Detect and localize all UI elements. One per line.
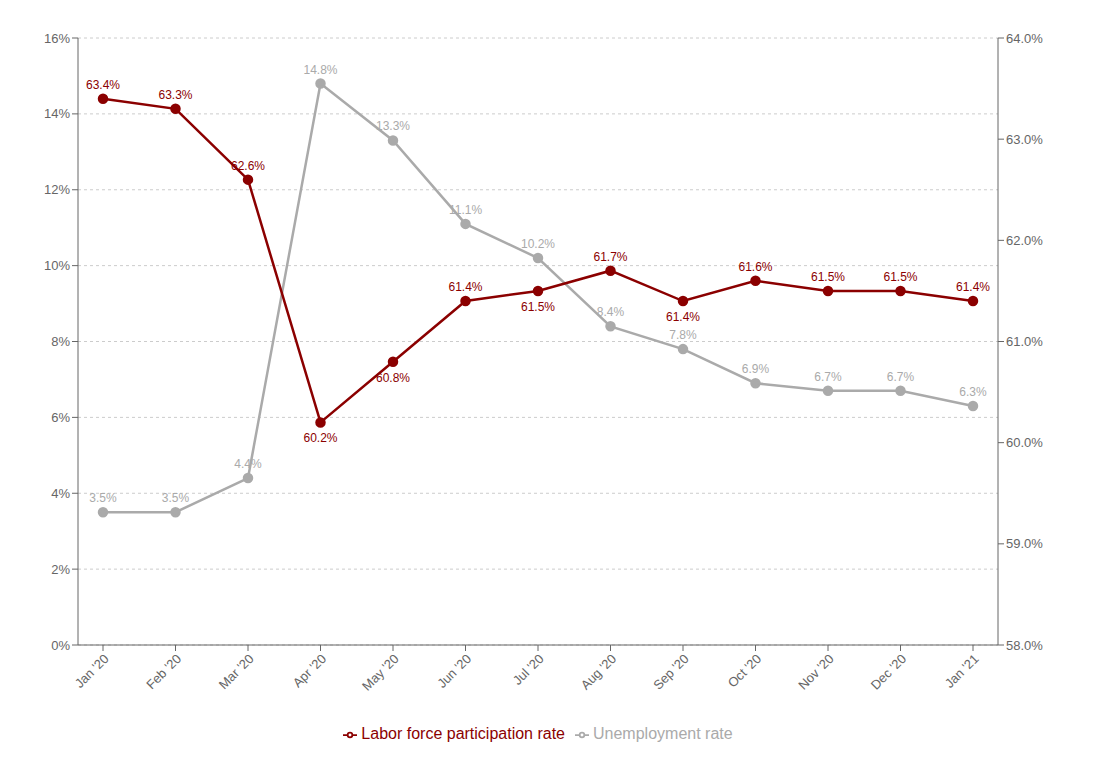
svg-text:60.8%: 60.8% — [376, 371, 410, 385]
svg-text:3.5%: 3.5% — [89, 491, 117, 505]
svg-text:61.7%: 61.7% — [593, 250, 627, 264]
svg-text:2%: 2% — [51, 562, 70, 577]
svg-text:10%: 10% — [44, 258, 70, 273]
svg-text:60.0%: 60.0% — [1006, 435, 1043, 450]
svg-text:58.0%: 58.0% — [1006, 638, 1043, 653]
svg-text:6.7%: 6.7% — [814, 370, 842, 384]
svg-text:14%: 14% — [44, 106, 70, 121]
svg-text:63.4%: 63.4% — [86, 78, 120, 92]
svg-text:Apr '20: Apr '20 — [290, 651, 329, 690]
svg-text:11.1%: 11.1% — [449, 203, 482, 217]
svg-text:4.4%: 4.4% — [234, 457, 262, 471]
svg-text:62.6%: 62.6% — [231, 159, 265, 173]
svg-text:61.5%: 61.5% — [883, 270, 917, 284]
svg-text:Jul '20: Jul '20 — [510, 651, 547, 688]
svg-text:14.8%: 14.8% — [303, 63, 337, 77]
svg-text:May '20: May '20 — [359, 651, 402, 694]
svg-text:Sep '20: Sep '20 — [650, 651, 691, 692]
svg-text:63.0%: 63.0% — [1006, 132, 1043, 147]
svg-text:61.5%: 61.5% — [521, 300, 555, 314]
svg-text:62.0%: 62.0% — [1006, 233, 1043, 248]
svg-text:6.3%: 6.3% — [959, 385, 987, 399]
svg-text:Jan '21: Jan '21 — [942, 651, 982, 691]
svg-text:Dec '20: Dec '20 — [868, 651, 909, 692]
svg-text:12%: 12% — [44, 182, 70, 197]
svg-text:10.2%: 10.2% — [521, 237, 555, 251]
svg-text:61.4%: 61.4% — [956, 280, 990, 294]
svg-text:6.7%: 6.7% — [887, 370, 915, 384]
svg-text:3.5%: 3.5% — [162, 491, 190, 505]
svg-text:4%: 4% — [51, 486, 70, 501]
svg-text:6%: 6% — [51, 410, 70, 425]
svg-text:16%: 16% — [44, 31, 70, 46]
svg-text:61.4%: 61.4% — [666, 310, 700, 324]
svg-text:Feb '20: Feb '20 — [143, 651, 184, 692]
svg-text:59.0%: 59.0% — [1006, 536, 1043, 551]
svg-text:61.5%: 61.5% — [811, 270, 845, 284]
svg-text:Jan '20: Jan '20 — [72, 651, 112, 691]
svg-text:60.2%: 60.2% — [303, 431, 337, 445]
svg-text:61.0%: 61.0% — [1006, 334, 1043, 349]
svg-text:61.6%: 61.6% — [738, 260, 772, 274]
svg-text:64.0%: 64.0% — [1006, 31, 1043, 46]
svg-text:Mar '20: Mar '20 — [216, 651, 257, 692]
svg-text:7.8%: 7.8% — [669, 328, 697, 342]
svg-text:61.4%: 61.4% — [448, 280, 482, 294]
svg-text:Aug '20: Aug '20 — [578, 651, 619, 692]
svg-text:13.3%: 13.3% — [376, 119, 410, 133]
html-text:Labor force participation rate: Labor force participation rate — [361, 725, 565, 742]
html-text:Unemployment rate: Unemployment rate — [593, 725, 733, 742]
svg-text:8%: 8% — [51, 334, 70, 349]
svg-text:6.9%: 6.9% — [742, 362, 770, 376]
svg-text:Oct '20: Oct '20 — [725, 651, 764, 690]
svg-text:Jun '20: Jun '20 — [434, 651, 474, 691]
svg-text:8.4%: 8.4% — [597, 305, 625, 319]
svg-text:0%: 0% — [51, 638, 70, 653]
svg-text:Nov '20: Nov '20 — [795, 651, 836, 692]
svg-text:63.3%: 63.3% — [158, 88, 192, 102]
